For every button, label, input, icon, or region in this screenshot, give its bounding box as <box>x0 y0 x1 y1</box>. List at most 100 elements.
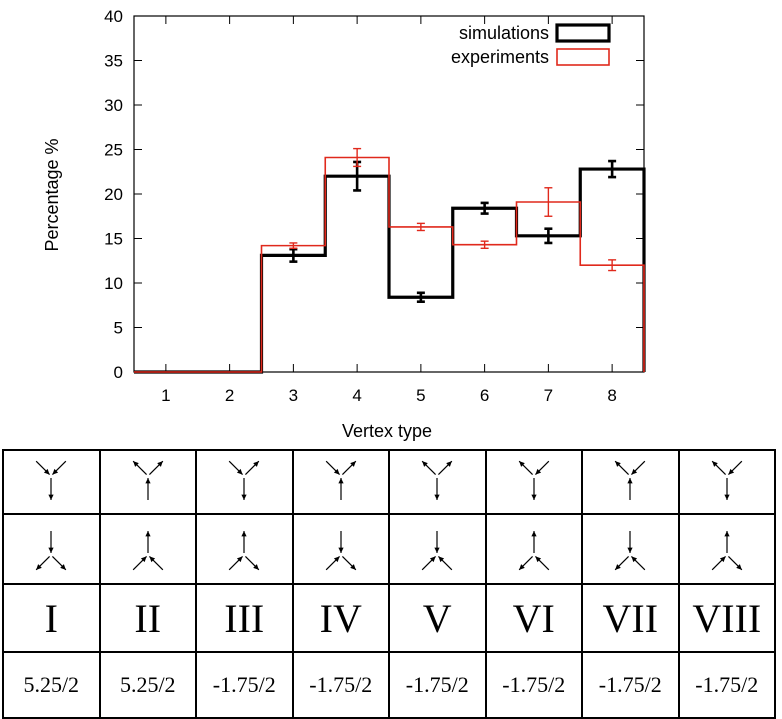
vertex-arrowhead <box>434 494 440 500</box>
vertex-arrowhead <box>631 468 638 475</box>
y-tick-label: 15 <box>104 230 123 249</box>
vertex-energy-value: -1.75/2 <box>484 651 583 719</box>
vertex-arrowhead <box>145 531 151 537</box>
legend-experiments-swatch <box>556 48 610 66</box>
vertex-energy-value: -1.75/2 <box>291 651 390 719</box>
vertex-diagram-icon <box>228 460 260 500</box>
y-tick-label: 35 <box>104 52 123 71</box>
vertex-bottom-cell <box>98 513 197 585</box>
vertex-arrowhead <box>724 494 730 500</box>
vertex-top-cell <box>388 449 487 515</box>
vertex-arrowhead <box>434 547 440 553</box>
vertex-diagram-icon <box>132 531 164 571</box>
vertex-arrowhead <box>48 494 54 500</box>
vertex-arrowhead <box>338 547 344 553</box>
legend-experiments-label: experiments <box>451 47 549 67</box>
vertex-arrowhead <box>728 468 734 475</box>
y-axis-label: Percentage % <box>42 138 62 251</box>
vertex-diagram-icon <box>35 531 67 571</box>
vertex-arrowhead <box>52 468 59 475</box>
vertex-arrowhead <box>333 468 340 475</box>
x-tick-label: 5 <box>416 386 425 405</box>
vertex-diagram-icon <box>325 531 357 571</box>
vertex-top-row <box>2 449 776 515</box>
vertex-arrowhead <box>631 556 638 563</box>
vertex-diagram-icon <box>325 460 357 500</box>
vertex-roman-label: V <box>388 583 487 653</box>
vertex-diagram-icon <box>35 460 67 500</box>
vertex-arrowhead <box>724 531 730 537</box>
vertex-energy-value: -1.75/2 <box>677 651 776 719</box>
vertex-table: I II III IV V VI VII VIII 5.25/2 5.25/2 -1.75/2 -1… <box>2 449 776 719</box>
vertex-arrowhead <box>446 461 453 467</box>
x-tick-label: 2 <box>225 386 234 405</box>
vertex-diagram-icon <box>421 531 453 571</box>
vertex-arrowhead <box>518 564 525 570</box>
vertex-diagram-icon <box>421 460 453 500</box>
vertex-arrowhead <box>36 564 43 570</box>
x-axis-label: Vertex type <box>342 421 432 441</box>
vertex-top-cell <box>195 449 294 515</box>
vertex-energy-row: 5.25/2 5.25/2 -1.75/2 -1.75/2 -1.75/2 -1.75/2… <box>2 651 776 719</box>
vertex-arrowhead <box>531 494 537 500</box>
vertex-arrowhead <box>132 461 139 467</box>
vertex-top-cell <box>677 449 776 515</box>
vertex-bottom-cell <box>677 513 776 585</box>
vertex-arrowhead <box>535 468 541 475</box>
vertex-arrowhead <box>145 478 151 484</box>
vertex-arrowhead <box>518 461 525 467</box>
y-tick-label: 20 <box>104 185 123 204</box>
vertex-roman-label: II <box>98 583 197 653</box>
y-tick-label: 10 <box>104 274 123 293</box>
vertex-diagram-icon <box>228 531 260 571</box>
vertex-arrowhead <box>333 556 340 563</box>
vertex-arrowhead <box>44 468 50 475</box>
vertex-bottom-cell <box>484 513 583 585</box>
vertex-top-cell <box>581 449 680 515</box>
vertex-arrowhead <box>241 531 247 537</box>
vertex-energy-value: -1.75/2 <box>195 651 294 719</box>
vertex-energy-value: 5.25/2 <box>98 651 197 719</box>
vertex-bottom-cell <box>2 513 101 585</box>
vertex-arrowhead <box>237 556 243 563</box>
vertex-arrowhead <box>535 556 541 563</box>
vertex-arrowhead <box>253 461 260 467</box>
y-tick-label: 30 <box>104 96 123 115</box>
vertex-roman-label: I <box>2 583 101 653</box>
vertex-arrowhead <box>615 461 622 467</box>
vertex-bottom-cell <box>581 513 680 585</box>
x-tick-label: 3 <box>289 386 298 405</box>
vertex-arrowhead <box>531 531 537 537</box>
vertex-top-cell <box>2 449 101 515</box>
y-tick-label: 40 <box>104 7 123 26</box>
vertex-arrowhead <box>338 478 344 484</box>
vertex-arrowhead <box>253 564 260 570</box>
vertex-arrowhead <box>615 564 622 570</box>
vertex-arrowhead <box>237 468 243 475</box>
vertex-diagram-icon <box>518 531 550 571</box>
legend-simulations-swatch <box>555 23 611 43</box>
vertex-diagram-icon <box>711 460 743 500</box>
vertex-arrowhead <box>719 556 726 563</box>
vertex-bottom-cell <box>291 513 390 585</box>
vertex-diagram-icon <box>614 531 646 571</box>
vertex-diagram-icon <box>518 460 550 500</box>
vertex-arrowhead <box>48 547 54 553</box>
vertex-roman-label: III <box>195 583 294 653</box>
vertex-diagram-icon <box>614 460 646 500</box>
vertex-diagram-icon <box>711 531 743 571</box>
vertex-arrowhead <box>627 547 633 553</box>
vertex-arrowhead <box>241 494 247 500</box>
vertex-arrowhead <box>711 461 718 467</box>
vertex-arrowhead <box>430 556 436 563</box>
vertex-energy-value: 5.25/2 <box>2 651 101 719</box>
x-tick-label: 7 <box>544 386 553 405</box>
vertex-arrowhead <box>735 564 742 570</box>
y-tick-label: 5 <box>114 319 123 338</box>
x-tick-label: 4 <box>352 386 361 405</box>
vertex-arrowhead <box>422 461 429 467</box>
vertex-arrowhead <box>438 556 445 563</box>
vertex-label-row: I II III IV V VI VII VIII <box>2 583 776 653</box>
vertex-bottom-row <box>2 513 776 585</box>
vertex-arrowhead <box>349 461 356 467</box>
